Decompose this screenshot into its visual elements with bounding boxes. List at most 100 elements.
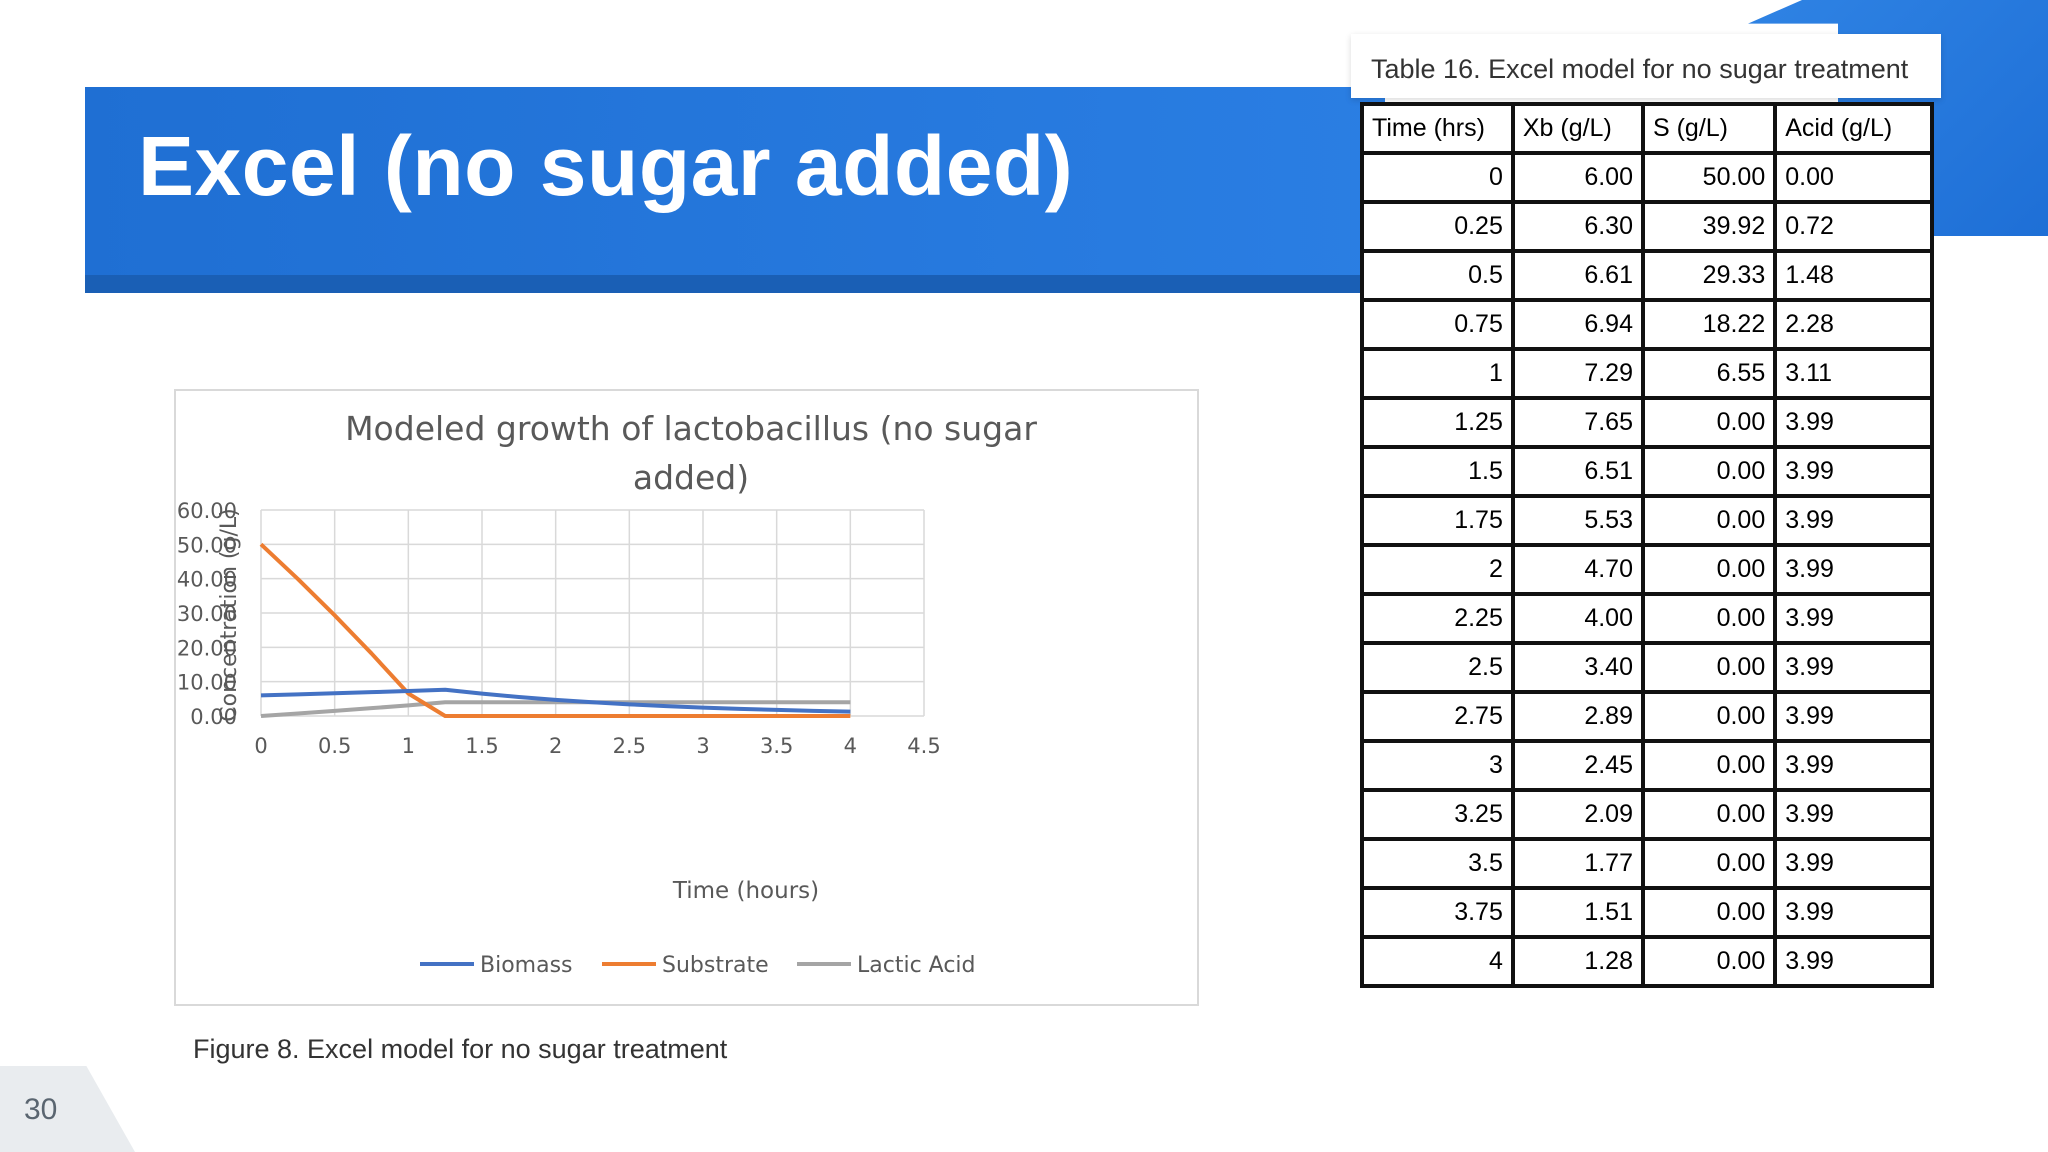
- table-cell: 2: [1360, 543, 1515, 596]
- table-row: 3.5 1.77 0.00 3.99: [1360, 837, 1934, 890]
- x-tick-label: 0: [254, 734, 267, 758]
- table-cell: 2.89: [1510, 690, 1645, 743]
- table-row: 2.25 4.00 0.00 3.99: [1360, 592, 1934, 645]
- table-cell: 0.00: [1640, 935, 1778, 988]
- table-cell: 3.99: [1773, 837, 1934, 890]
- x-tick-label: 2.5: [613, 734, 646, 758]
- table-cell: 3.99: [1773, 592, 1934, 645]
- table-cell: 3.40: [1510, 641, 1645, 694]
- table-cell: 5.53: [1510, 494, 1645, 547]
- table-cell: 3.99: [1773, 690, 1934, 743]
- table-row: 0.5 6.61 29.33 1.48: [1360, 249, 1934, 302]
- table-cell: 18.22: [1640, 298, 1778, 351]
- data-table: Time (hrs) Xb (g/L) S (g/L) Acid (g/L) 0…: [1360, 102, 1934, 988]
- table-cell: 0.00: [1640, 396, 1778, 449]
- table-cell: 3.99: [1773, 445, 1934, 498]
- table-cell: 3.99: [1773, 396, 1934, 449]
- x-axis-label: Time (hours): [672, 878, 819, 904]
- table-row: 0.25 6.30 39.92 0.72: [1360, 200, 1934, 253]
- table-cell: 3.99: [1773, 935, 1934, 988]
- x-tick-label: 1.5: [465, 734, 498, 758]
- table-cell: 0.75: [1360, 298, 1515, 351]
- table-row: 2.5 3.40 0.00 3.99: [1360, 641, 1934, 694]
- x-tick-label: 4: [844, 734, 857, 758]
- column-header: Xb (g/L): [1510, 102, 1645, 155]
- table-cell: 3.99: [1773, 739, 1934, 792]
- y-tick-label: 0.00: [190, 705, 237, 729]
- table-cell: 0.00: [1640, 886, 1778, 939]
- table-cell: 1.77: [1510, 837, 1645, 890]
- table-row: 1 7.29 6.55 3.11: [1360, 347, 1934, 400]
- table-cell: 4.70: [1510, 543, 1645, 596]
- table-cell: 0.00: [1773, 151, 1934, 204]
- table-cell: 6.61: [1510, 249, 1645, 302]
- table-cell: 0.00: [1640, 592, 1778, 645]
- table-cell: 0.00: [1640, 788, 1778, 841]
- table-row: 3.75 1.51 0.00 3.99: [1360, 886, 1934, 939]
- chart-frame: Modeled growth of lactobacillus (no suga…: [174, 389, 1199, 1006]
- table-cell: 1.28: [1510, 935, 1645, 988]
- table-cell: 2.25: [1360, 592, 1515, 645]
- y-tick-label: 60.00: [177, 499, 237, 523]
- table-cell: 0.00: [1640, 641, 1778, 694]
- table-cell: 3.99: [1773, 886, 1934, 939]
- table-cell: 0.5: [1360, 249, 1515, 302]
- table-cell: 0.00: [1640, 543, 1778, 596]
- table-cell: 3.99: [1773, 788, 1934, 841]
- table-cell: 2.28: [1773, 298, 1934, 351]
- y-tick-label: 20.00: [177, 636, 237, 660]
- legend-label: Substrate: [662, 953, 769, 978]
- legend-label: Biomass: [480, 953, 573, 978]
- table-cell: 3.99: [1773, 543, 1934, 596]
- table-cell: 6.55: [1640, 347, 1778, 400]
- table-cell: 1.75: [1360, 494, 1515, 547]
- series-line-lactic-acid: [260, 700, 851, 718]
- table-cell: 3.11: [1773, 347, 1934, 400]
- page-number: 30: [24, 1093, 58, 1126]
- table-cell: 3.99: [1773, 641, 1934, 694]
- table-cell: 0.00: [1640, 494, 1778, 547]
- table-cell: 1.25: [1360, 396, 1515, 449]
- chart-title-line: added): [633, 458, 749, 497]
- table-row: 4 1.28 0.00 3.99: [1360, 935, 1934, 988]
- table-cell: 0.00: [1640, 690, 1778, 743]
- x-tick-label: 3: [696, 734, 709, 758]
- table-cell: 3.25: [1360, 788, 1515, 841]
- table-row: 0 6.00 50.00 0.00: [1360, 151, 1934, 204]
- table-cell: 39.92: [1640, 200, 1778, 253]
- y-tick-label: 10.00: [177, 671, 237, 695]
- table-cell: 29.33: [1640, 249, 1778, 302]
- y-axis-label: Concentration (g/L): [217, 508, 242, 721]
- table-cell: 6.51: [1510, 445, 1645, 498]
- column-header: Time (hrs): [1360, 102, 1515, 155]
- x-tick-label: 3.5: [760, 734, 793, 758]
- table-cell: 3.75: [1360, 886, 1515, 939]
- table-row: 2 4.70 0.00 3.99: [1360, 543, 1934, 596]
- x-tick-label: 4.5: [907, 734, 940, 758]
- title-band-shadow: [85, 275, 1385, 293]
- table-header-row: Time (hrs) Xb (g/L) S (g/L) Acid (g/L): [1360, 102, 1934, 155]
- y-tick-label: 30.00: [177, 602, 237, 626]
- chart-title-line: Modeled growth of lactobacillus (no suga…: [345, 409, 1037, 448]
- table-cell: 3: [1360, 739, 1515, 792]
- table-row: 0.75 6.94 18.22 2.28: [1360, 298, 1934, 351]
- series-line-substrate: [259, 542, 851, 718]
- table-cell: 0.00: [1640, 739, 1778, 792]
- table-row: 3 2.45 0.00 3.99: [1360, 739, 1934, 792]
- x-tick-label: 2: [549, 734, 562, 758]
- table-cell: 0: [1360, 151, 1515, 204]
- table-cell: 0.72: [1773, 200, 1934, 253]
- table-cell: 6.00: [1510, 151, 1645, 204]
- table-cell: 2.45: [1510, 739, 1645, 792]
- table-cell: 6.94: [1510, 298, 1645, 351]
- table-cell: 7.29: [1510, 347, 1645, 400]
- y-tick-label: 50.00: [177, 533, 237, 557]
- series-line-biomass: [260, 687, 851, 714]
- table-cell: 0.00: [1640, 837, 1778, 890]
- table-cell: 1: [1360, 347, 1515, 400]
- column-header: S (g/L): [1640, 102, 1778, 155]
- table-cell: 1.5: [1360, 445, 1515, 498]
- table-cell: 3.99: [1773, 494, 1934, 547]
- table-cell: 7.65: [1510, 396, 1645, 449]
- table-cell: 2.5: [1360, 641, 1515, 694]
